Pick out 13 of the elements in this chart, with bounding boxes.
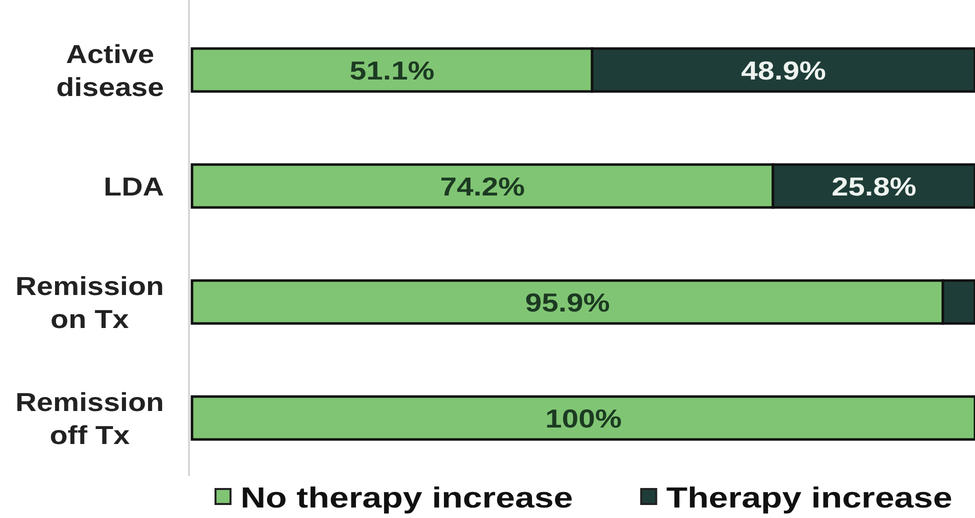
data-label: 48.9% xyxy=(741,56,826,85)
data-label: 100% xyxy=(545,404,622,433)
bar xyxy=(190,395,975,441)
data-label: 95.9% xyxy=(525,288,610,317)
legend-label: Therapy increase xyxy=(666,481,952,514)
legend-label: No therapy increase xyxy=(240,481,574,514)
y-tick-label: Remission on Tx xyxy=(15,271,164,334)
y-tick-label: Remission off Tx xyxy=(15,387,164,450)
y-tick-label: LDA xyxy=(104,172,164,201)
data-label: 51.1% xyxy=(350,56,435,85)
data-label: 74.2% xyxy=(440,172,525,201)
y-tick-label: Active disease xyxy=(56,39,164,102)
data-label: 25.8% xyxy=(832,172,916,201)
